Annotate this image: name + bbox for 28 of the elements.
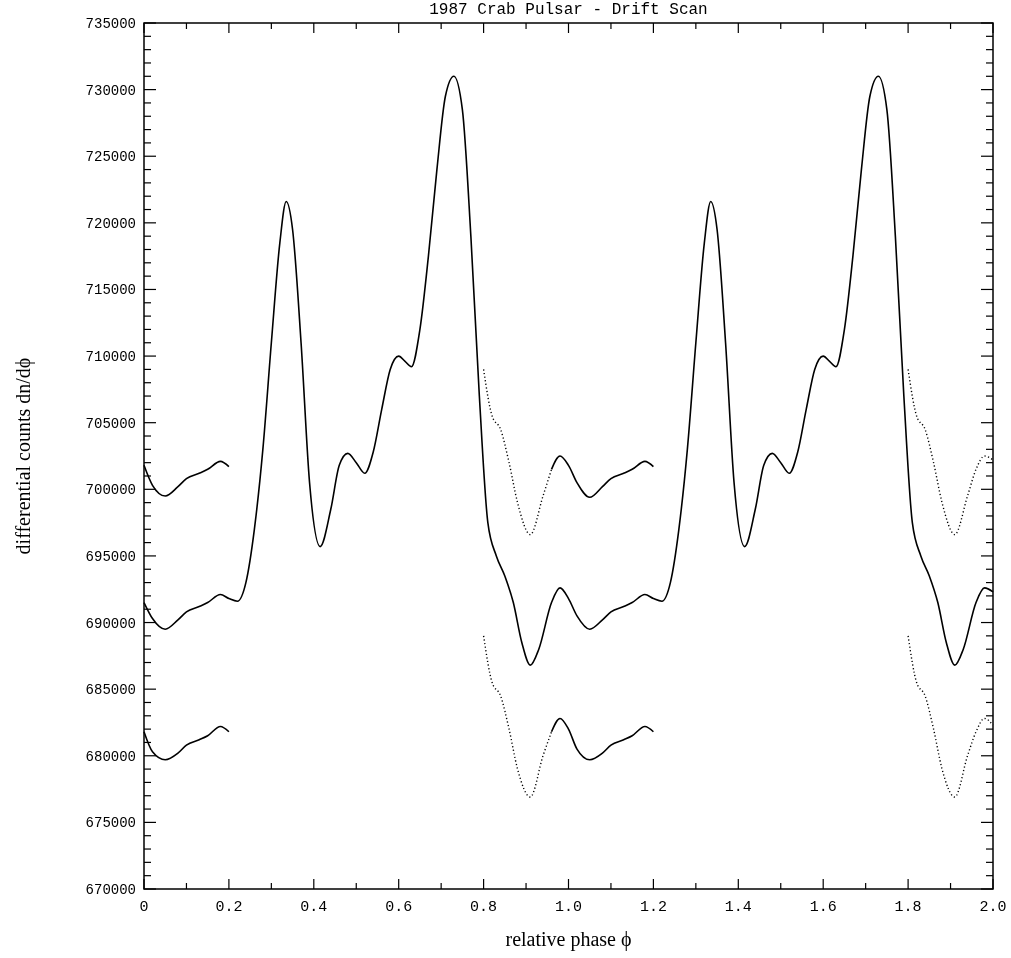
y-tick-label: 705000 [85,415,136,432]
y-tick-label: 670000 [85,882,136,898]
x-tick-label: 1.8 [894,899,922,916]
y-tick-label: 675000 [85,815,136,832]
y-tick-label: 685000 [85,682,136,699]
x-tick-label: 1.2 [639,899,667,916]
y-tick-label: 735000 [85,16,136,32]
y-tick-label: 715000 [85,282,136,299]
x-tick-label: 0 [139,899,149,916]
x-axis-title: relative phase ϕ [505,928,632,951]
y-tick-label: 725000 [85,149,136,166]
x-tick-label: 1.6 [809,899,837,916]
x-tick-label: 0.4 [300,899,328,916]
x-tick-label: 2.0 [979,899,1007,916]
y-tick-label: 730000 [85,82,136,99]
y-tick-label: 720000 [85,215,136,232]
x-tick-label: 1.4 [724,899,752,916]
x-tick-label: 0.2 [215,899,243,916]
x-tick-label: 1.0 [554,899,583,916]
x-tick-label: 0.6 [385,899,413,916]
chart-title: 1987 Crab Pulsar - Drift Scan [429,1,708,19]
y-tick-label: 700000 [85,482,136,499]
y-tick-label: 680000 [85,748,136,765]
y-tick-label: 695000 [85,548,136,565]
x-tick-label: 0.8 [470,899,498,916]
y-tick-label: 690000 [85,615,136,632]
y-axis-title: differential counts dn/dϕ [12,357,35,555]
y-tick-label: 710000 [85,349,136,366]
